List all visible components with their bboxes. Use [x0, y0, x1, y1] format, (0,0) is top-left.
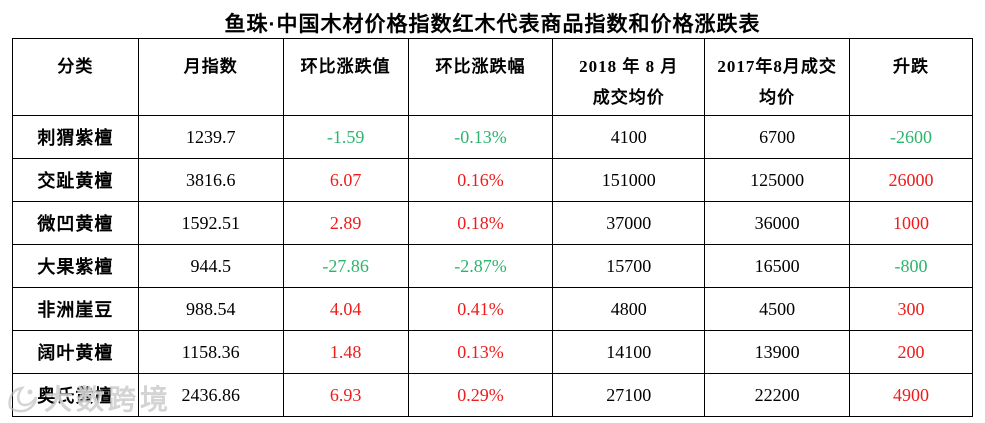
- cell-change_value: 1.48: [282, 330, 409, 374]
- header-category: 分类: [12, 38, 139, 116]
- cell-change_pct: 0.29%: [407, 373, 554, 417]
- cell-price_2018: 15700: [552, 244, 706, 288]
- cell-change_pct: 0.13%: [407, 330, 554, 374]
- cell-index: 944.5: [137, 244, 284, 288]
- header-row: 分类 月指数 环比涨跌值 环比涨跌幅 2018 年 8 月成交均价 2017年8…: [12, 38, 973, 116]
- cell-price_2018: 151000: [552, 158, 706, 202]
- table-row: 阔叶黄檀 1158.36 1.48 0.13% 14100 13900 200: [12, 330, 973, 374]
- header-mom-change-value: 环比涨跌值: [282, 38, 409, 116]
- cell-diff: 4900: [849, 373, 973, 417]
- table-row: 非洲崖豆 988.54 4.04 0.41% 4800 4500 300: [12, 287, 973, 331]
- cell-change_value: 6.93: [282, 373, 409, 417]
- table-row: 微凹黄檀 1592.51 2.89 0.18% 37000 36000 1000: [12, 201, 973, 245]
- cell-change_value: 6.07: [282, 158, 409, 202]
- price-index-table: 分类 月指数 环比涨跌值 环比涨跌幅 2018 年 8 月成交均价 2017年8…: [12, 38, 973, 417]
- cell-index: 2436.86: [137, 373, 284, 417]
- cell-change_pct: 0.18%: [407, 201, 554, 245]
- cell-diff: -2600: [849, 115, 973, 159]
- cell-change_pct: 0.41%: [407, 287, 554, 331]
- cell-change_value: 2.89: [282, 201, 409, 245]
- cell-diff: 1000: [849, 201, 973, 245]
- cell-change_value: -1.59: [282, 115, 409, 159]
- table-body: 刺猬紫檀 1239.7 -1.59 -0.13% 4100 6700 -2600 交趾黄檀 38…: [12, 115, 973, 417]
- header-avg-price-2018: 2018 年 8 月成交均价: [552, 38, 706, 116]
- header-avg-price-2017: 2017年8月成交 均价: [704, 38, 851, 116]
- cell-change_pct: 0.16%: [407, 158, 554, 202]
- cell-index: 1592.51: [137, 201, 284, 245]
- cell-diff: 200: [849, 330, 973, 374]
- cell-price_2017: 6700: [704, 115, 851, 159]
- cell-category: 非洲崖豆: [12, 287, 139, 331]
- cell-index: 1239.7: [137, 115, 284, 159]
- cell-price_2017: 4500: [704, 287, 851, 331]
- cell-price_2018: 14100: [552, 330, 706, 374]
- table-row: 大果紫檀 944.5 -27.86 -2.87% 15700 16500 -800: [12, 244, 973, 288]
- cell-index: 3816.6: [137, 158, 284, 202]
- cell-price_2017: 125000: [704, 158, 851, 202]
- cell-diff: 300: [849, 287, 973, 331]
- table-row: 交趾黄檀 3816.6 6.07 0.16% 151000 125000 26000: [12, 158, 973, 202]
- header-month-index: 月指数: [137, 38, 284, 116]
- cell-price_2017: 16500: [704, 244, 851, 288]
- cell-index: 988.54: [137, 287, 284, 331]
- cell-change_pct: -0.13%: [407, 115, 554, 159]
- cell-category: 微凹黄檀: [12, 201, 139, 245]
- cell-category: 阔叶黄檀: [12, 330, 139, 374]
- header-mom-change-pct: 环比涨跌幅: [407, 38, 554, 116]
- cell-category: 交趾黄檀: [12, 158, 139, 202]
- cell-change_value: 4.04: [282, 287, 409, 331]
- cell-category: 刺猬紫檀: [12, 115, 139, 159]
- cell-price_2018: 4800: [552, 287, 706, 331]
- cell-index: 1158.36: [137, 330, 284, 374]
- cell-price_2017: 22200: [704, 373, 851, 417]
- cell-change_value: -27.86: [282, 244, 409, 288]
- cell-category: 奥氏黄檀: [12, 373, 139, 417]
- header-rise-fall: 升跌: [849, 38, 973, 116]
- table-row: 刺猬紫檀 1239.7 -1.59 -0.13% 4100 6700 -2600: [12, 115, 973, 159]
- cell-price_2017: 13900: [704, 330, 851, 374]
- cell-category: 大果紫檀: [12, 244, 139, 288]
- cell-price_2018: 27100: [552, 373, 706, 417]
- cell-diff: -800: [849, 244, 973, 288]
- cell-price_2017: 36000: [704, 201, 851, 245]
- page-title: 鱼珠·中国木材价格指数红木代表商品指数和价格涨跌表: [224, 13, 761, 36]
- cell-price_2018: 4100: [552, 115, 706, 159]
- cell-price_2018: 37000: [552, 201, 706, 245]
- table-row: 奥氏黄檀 2436.86 6.93 0.29% 27100 22200 4900: [12, 373, 973, 417]
- cell-change_pct: -2.87%: [407, 244, 554, 288]
- cell-diff: 26000: [849, 158, 973, 202]
